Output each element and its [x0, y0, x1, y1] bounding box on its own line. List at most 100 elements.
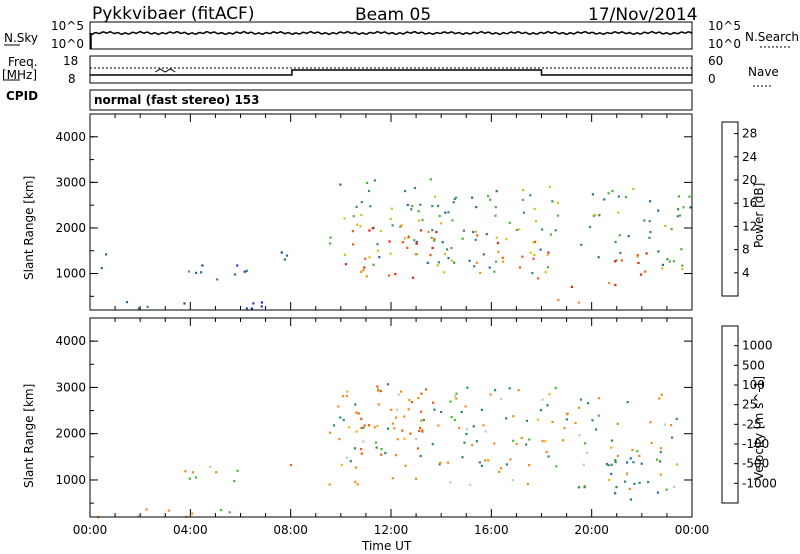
velocity-ytick-label: 1000 — [55, 473, 86, 487]
velocity-data-cell — [465, 432, 468, 436]
power-data-cell — [260, 305, 263, 308]
power-data-cell — [352, 243, 355, 246]
velocity-data-cell — [420, 419, 423, 422]
power-data-cell — [649, 231, 652, 234]
velocity-data-cell — [487, 459, 490, 462]
velocity-data-cell — [562, 439, 565, 442]
power-data-cell — [125, 301, 129, 304]
power-data-cell — [539, 248, 542, 251]
power-data-cell — [450, 247, 453, 250]
power-data-cell — [473, 265, 476, 268]
power-ytick-label: 1000 — [55, 267, 86, 281]
power-data-cell — [570, 285, 573, 288]
power-data-cell — [688, 195, 691, 198]
velocity-data-cell — [419, 426, 422, 429]
velocity-data-cell — [360, 452, 363, 455]
power-data-cell — [389, 217, 392, 220]
power-data-cell — [632, 187, 635, 190]
velocity-data-cell — [574, 422, 577, 425]
velocity-data-cell — [403, 437, 406, 440]
velocity-data-cell — [431, 443, 434, 446]
velocity-data-cell — [505, 417, 508, 420]
power-data-cell — [611, 189, 614, 192]
x-axis-label: Time UT — [362, 539, 412, 553]
power-data-cell — [438, 214, 441, 218]
velocity-data-cell — [414, 437, 418, 440]
power-data-cell — [556, 201, 559, 204]
velocity-data-cell — [480, 464, 483, 467]
power-data-cell — [603, 198, 606, 201]
nsky-line — [89, 30, 693, 36]
velocity-data-cell — [587, 402, 590, 405]
power-data-cell — [472, 230, 475, 234]
power-data-cell — [649, 200, 652, 203]
power-data-cell — [522, 189, 525, 192]
velocity-data-cell — [446, 461, 449, 464]
power-data-cell — [546, 254, 549, 257]
power-data-cell — [435, 230, 438, 234]
velocity-data-cell — [433, 408, 436, 411]
velocity-data-cell — [545, 450, 548, 453]
power-data-cell — [434, 195, 437, 198]
velocity-data-cell — [584, 442, 587, 445]
power-data-cell — [548, 185, 551, 188]
velocity-colorbar-tick-label: -1000 — [742, 476, 777, 490]
nsky-tick-top: 10^5 — [51, 19, 84, 33]
nsky-strip-frame — [89, 21, 693, 50]
power-data-cell — [608, 281, 611, 285]
power-data-cell — [648, 220, 651, 223]
power-data-cell — [501, 256, 504, 259]
velocity-data-cell — [566, 412, 569, 415]
velocity-scatter-layer — [97, 383, 679, 519]
power-data-cell — [443, 271, 446, 274]
power-data-cell — [615, 259, 618, 262]
power-data-cell — [245, 269, 249, 272]
power-data-cell — [366, 181, 369, 184]
power-data-cell — [614, 283, 617, 287]
power-colorbar-tick-label: 24 — [742, 150, 757, 164]
velocity-data-cell — [461, 456, 464, 459]
velocity-data-cell — [498, 470, 501, 473]
power-data-cell — [636, 254, 639, 257]
power-data-cell — [437, 204, 440, 208]
velocity-data-cell — [337, 405, 340, 408]
power-data-cell — [411, 276, 415, 279]
velocity-data-cell — [675, 463, 679, 466]
velocity-data-cell — [346, 390, 349, 393]
velocity-data-cell — [555, 465, 558, 468]
power-data-cell — [410, 208, 413, 211]
power-data-cell — [411, 205, 414, 208]
velocity-data-cell — [421, 430, 424, 433]
velocity-data-cell — [377, 389, 380, 392]
power-data-cell — [493, 270, 496, 273]
velocity-data-cell — [360, 417, 363, 420]
power-data-cell — [355, 205, 358, 208]
nave-tick-bottom: 0 — [708, 72, 716, 86]
velocity-data-cell — [455, 392, 458, 395]
power-data-cell — [200, 271, 203, 274]
velocity-data-cell — [614, 492, 617, 495]
power-data-cell — [444, 211, 447, 214]
velocity-data-cell — [629, 457, 632, 460]
velocity-data-cell — [610, 472, 613, 476]
power-data-cell — [551, 200, 554, 203]
power-colorbar-frame — [721, 121, 739, 297]
velocity-data-cell — [380, 453, 383, 456]
velocity-data-cell — [472, 425, 475, 428]
power-panel-frame — [89, 113, 693, 311]
power-data-cell — [427, 230, 430, 233]
velocity-data-cell — [438, 463, 441, 466]
power-data-cell — [597, 256, 600, 259]
power-colorbar-tick-label: 28 — [742, 127, 757, 141]
velocity-data-cell — [407, 408, 410, 411]
power-data-cell — [618, 234, 621, 237]
velocity-data-cell — [340, 463, 343, 466]
power-data-cell — [668, 260, 671, 263]
velocity-colorbar-tick-label: -500 — [742, 457, 769, 471]
power-data-cell — [365, 275, 368, 278]
power-ytick-label: 2000 — [55, 221, 86, 235]
velocity-data-cell — [367, 424, 371, 427]
velocity-data-cell — [145, 508, 148, 511]
velocity-data-cell — [184, 470, 187, 473]
power-data-cell — [636, 255, 639, 258]
